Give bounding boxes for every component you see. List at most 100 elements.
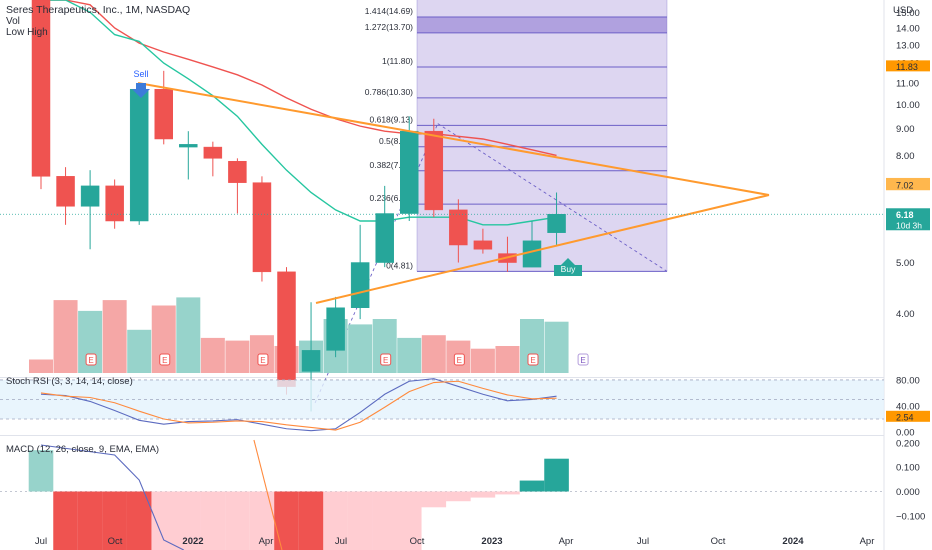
fib-level-label: 0.236(6.46) bbox=[370, 193, 414, 203]
macd-histogram-bar bbox=[421, 491, 447, 508]
volume-bar bbox=[29, 359, 53, 373]
earnings-marker-label: E bbox=[457, 356, 462, 365]
macd-histogram-bar bbox=[544, 458, 569, 492]
candle-body bbox=[277, 271, 296, 387]
macd-histogram-bar bbox=[28, 450, 54, 492]
macd-histogram-bar bbox=[249, 491, 275, 550]
volume-bar bbox=[470, 348, 495, 373]
price-tag-box bbox=[886, 208, 930, 231]
fib-level-label: 0.382(7.48) bbox=[370, 160, 414, 170]
earnings-marker-label: E bbox=[162, 356, 167, 365]
fib-level-label: 1(11.80) bbox=[382, 56, 413, 66]
price-axis-tick: 11.00 bbox=[896, 78, 919, 89]
time-axis-label: Apr bbox=[259, 536, 274, 547]
fib-level-label: 0.618(9.13) bbox=[370, 114, 414, 124]
price-axis-tick: 5.00 bbox=[896, 258, 915, 269]
macd-axis-tick: 0.000 bbox=[896, 487, 920, 498]
time-axis-label: Jul bbox=[335, 536, 347, 547]
macd-histogram-bar bbox=[77, 491, 103, 550]
candle-body bbox=[449, 209, 468, 246]
earnings-marker-box bbox=[380, 353, 392, 366]
macd-histogram-bar bbox=[495, 491, 520, 495]
candle-body bbox=[203, 146, 223, 159]
earnings-marker-box bbox=[159, 353, 171, 366]
macd-histogram-bar bbox=[298, 491, 324, 550]
time-axis-label: 2023 bbox=[481, 536, 502, 547]
macd-histogram-bar bbox=[176, 491, 201, 550]
earnings-marker-label: E bbox=[88, 356, 93, 365]
candle-body bbox=[473, 240, 493, 250]
volume-bar bbox=[495, 346, 520, 373]
moving-average-green-line bbox=[41, 0, 557, 226]
candle-body bbox=[179, 144, 198, 148]
volume-bar bbox=[348, 324, 373, 373]
time-axis-label: Jul bbox=[35, 536, 47, 547]
macd-title: MACD (12, 26, close, 9, EMA, EMA) bbox=[6, 444, 159, 455]
chart-title: Seres Therapeutics, Inc., 1M, NASDAQ bbox=[6, 4, 190, 16]
triangle-upper-trendline bbox=[137, 82, 770, 196]
volume-label: Vol bbox=[6, 16, 20, 27]
price-axis-tick: 10.00 bbox=[896, 100, 920, 111]
candle-body bbox=[154, 88, 173, 140]
candle-body bbox=[129, 88, 149, 222]
time-axis-label: Apr bbox=[860, 536, 875, 547]
earnings-marker-box bbox=[85, 353, 97, 366]
candle-body bbox=[547, 214, 566, 233]
macd-axis-tick: −0.100 bbox=[896, 511, 925, 522]
macd-histogram-bar bbox=[151, 491, 177, 550]
macd-histogram-bar bbox=[519, 480, 545, 492]
time-axis: Jul Oct 2022 Apr Jul Oct 2023 Apr Jul Oct 2024 Apr bbox=[35, 536, 874, 547]
price-tag-box bbox=[886, 179, 930, 191]
candle-body bbox=[400, 130, 419, 214]
sell-signal-label: Sell bbox=[133, 69, 148, 79]
price-axis-tick: 9.00 bbox=[896, 124, 915, 135]
macd-histogram-bar bbox=[225, 491, 250, 550]
triangle-trendlines bbox=[137, 82, 770, 304]
candle-body bbox=[424, 130, 444, 211]
fib-level-label: 0.5(8.31) bbox=[379, 136, 413, 146]
earnings-marker-box bbox=[527, 353, 539, 366]
candle-body bbox=[56, 176, 75, 207]
stoch-rsi-title: Stoch RSI (3, 3, 14, 14, close) bbox=[6, 376, 133, 387]
price-axis: 15.0014.0013.0012.0011.0010.009.008.007.… bbox=[896, 8, 925, 523]
macd-histogram-bar bbox=[347, 491, 373, 550]
time-axis-label: Oct bbox=[410, 536, 425, 547]
price-axis-tick: 14.00 bbox=[896, 24, 920, 35]
stoch-rsi-axis-tick: 80.00 bbox=[896, 375, 920, 386]
earnings-marker-label: E bbox=[260, 356, 265, 365]
candle-body bbox=[350, 262, 370, 308]
moving-average-red-line bbox=[41, 0, 557, 157]
candle-body bbox=[326, 307, 345, 351]
price-tag-value: 7.02 bbox=[896, 181, 914, 191]
stoch-rsi-d-line bbox=[40, 380, 557, 431]
volume-bar bbox=[421, 335, 446, 373]
time-axis-label: 2022 bbox=[182, 536, 203, 547]
macd-histogram-bar bbox=[372, 491, 397, 550]
fib-level-label: 1.414(14.69) bbox=[365, 6, 413, 16]
currency-label: USD bbox=[893, 5, 913, 16]
volume-bar bbox=[127, 329, 152, 373]
chart-grid bbox=[0, 0, 885, 550]
earnings-marker-box bbox=[577, 353, 589, 366]
volume-bars bbox=[29, 297, 569, 373]
macd-histogram-bar bbox=[53, 491, 78, 550]
candle-body bbox=[375, 213, 394, 263]
volume-bar bbox=[225, 340, 250, 373]
stoch-rsi-k-line bbox=[40, 378, 557, 432]
trade-signals: Sell Buy bbox=[132, 69, 582, 276]
price-tag-box bbox=[886, 60, 930, 72]
earnings-marker-box bbox=[257, 353, 269, 366]
time-axis-label: 2024 bbox=[782, 536, 804, 547]
price-tag-value: 2.54 bbox=[896, 412, 914, 422]
candle-body bbox=[80, 185, 100, 207]
macd-histogram-bar bbox=[200, 491, 226, 550]
price-tag-box bbox=[886, 410, 930, 422]
candle-body bbox=[301, 350, 321, 372]
macd-axis-tick: 0.200 bbox=[896, 438, 920, 449]
volume-bar bbox=[544, 321, 569, 373]
buy-signal-label: Buy bbox=[561, 264, 576, 274]
earnings-marker-box bbox=[453, 353, 465, 366]
candle-body bbox=[228, 160, 247, 183]
volume-bar bbox=[53, 300, 78, 373]
